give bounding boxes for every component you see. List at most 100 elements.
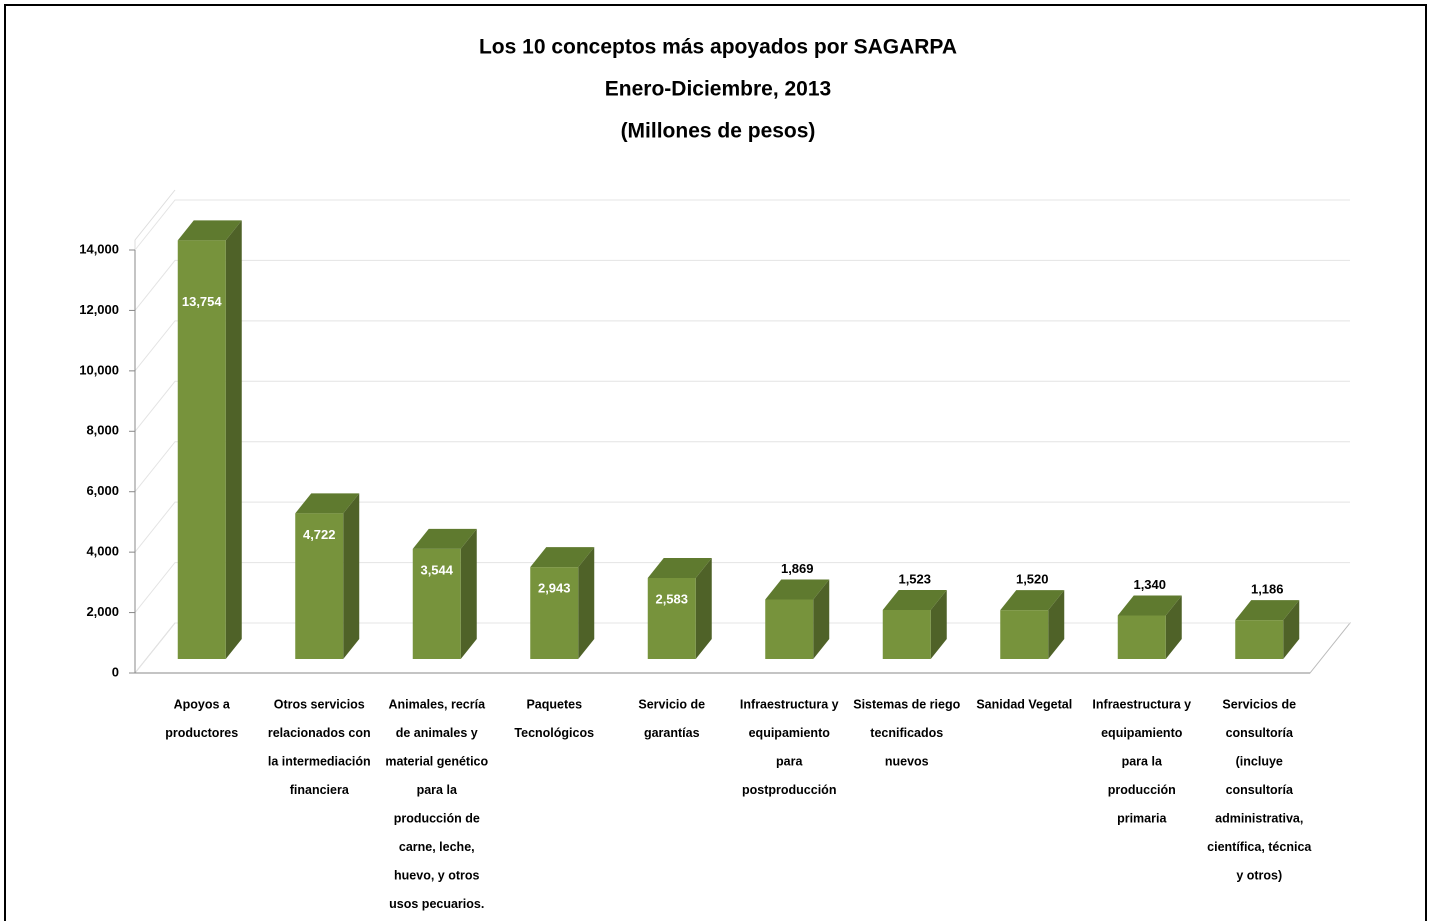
bar-side: [1165, 595, 1182, 659]
x-tick-label: administrativa,: [1215, 811, 1303, 825]
value-label: 3,544: [420, 562, 453, 577]
x-tick-label: carne, leche,: [399, 840, 475, 854]
bar: [765, 579, 830, 659]
bar-front: [765, 599, 814, 659]
x-tick-label: científica, técnica: [1207, 840, 1312, 854]
grid-line: [134, 380, 1350, 432]
bar-side: [578, 547, 595, 659]
bar-side: [813, 579, 830, 659]
grid-line: [134, 441, 1350, 493]
bar-front: [882, 609, 931, 659]
value-label: 1,186: [1251, 582, 1284, 597]
x-tick-label: de animales y: [396, 726, 478, 740]
x-tick-label: producción de: [394, 811, 480, 825]
bar: [882, 589, 947, 659]
x-tick-label: y otros): [1236, 868, 1282, 882]
x-tick-label: consultoría: [1226, 726, 1294, 740]
x-tick-label: Servicio de: [638, 697, 705, 711]
x-tick-label: Infraestructura y: [740, 697, 839, 711]
x-tick-label: financiera: [290, 783, 350, 797]
grid-line: [134, 562, 1350, 613]
grid-line: [134, 501, 1350, 553]
x-tick-label: relacionados con: [268, 726, 371, 740]
x-tick-label: garantías: [644, 726, 700, 740]
grid-line: [134, 199, 1350, 251]
bar-front: [1235, 620, 1284, 659]
x-tick-label: usos pecuarios.: [389, 897, 484, 911]
bar-top: [295, 493, 360, 514]
bar-side: [1048, 590, 1065, 659]
y-tick-label: 4,000: [86, 544, 119, 559]
value-label: 1,869: [781, 561, 814, 576]
frame: [4, 4, 1427, 921]
value-label: 4,722: [303, 527, 336, 542]
x-tick-label: consultoría: [1226, 783, 1294, 797]
x-tick-label: equipamiento: [749, 726, 831, 740]
grid-line: [134, 320, 1350, 372]
x-tick-label: equipamiento: [1101, 726, 1183, 740]
y-tick-label: 2,000: [86, 604, 119, 619]
bar-front: [412, 548, 461, 659]
bar-top: [882, 589, 947, 610]
x-tick-label: Apoyos a: [174, 697, 231, 711]
chart-subtitle: Enero-Diciembre, 2013: [605, 78, 831, 101]
y-tick-label: 6,000: [86, 483, 119, 498]
y-tick-label: 12,000: [79, 302, 119, 317]
bar-front: [1117, 615, 1166, 659]
value-label: 1,523: [898, 571, 931, 586]
y-tick-label: 10,000: [79, 362, 119, 377]
x-tick-label: para: [776, 754, 803, 768]
bar-side: [930, 589, 947, 659]
bar: [177, 220, 242, 659]
bar-top: [177, 220, 242, 241]
chart-subtitle: (Millones de pesos): [621, 120, 816, 143]
bar-side: [343, 493, 360, 659]
bar-front: [647, 577, 696, 659]
bar-front: [1000, 610, 1049, 659]
x-tick-label: Paquetes: [526, 697, 582, 711]
bar: [1235, 600, 1300, 659]
x-tick-label: (incluye: [1236, 754, 1283, 768]
x-tick-label: productores: [165, 726, 238, 740]
x-tick-label: Otros servicios: [274, 697, 365, 711]
bar: [647, 557, 712, 659]
y-tick-label: 8,000: [86, 423, 119, 438]
bar-side: [695, 557, 712, 659]
x-tick-label: Tecnológicos: [514, 726, 594, 740]
x-tick-label: material genético: [385, 754, 488, 768]
x-tick-label: Animales, recría: [388, 697, 486, 711]
bar-top: [1235, 600, 1300, 621]
value-label: 1,340: [1133, 577, 1166, 592]
x-tick-label: para la: [417, 783, 458, 797]
bar-side: [460, 528, 477, 659]
bar-side: [225, 220, 242, 659]
bar-top: [765, 579, 830, 600]
x-tick-label: Servicios de: [1222, 697, 1296, 711]
x-tick-label: la intermediación: [268, 754, 371, 768]
bar: [1117, 595, 1182, 659]
grid-line: [134, 259, 1350, 311]
x-tick-label: postproducción: [742, 783, 836, 797]
bar-top: [530, 547, 595, 568]
wall-edge: [134, 189, 176, 241]
x-tick-label: primaria: [1117, 811, 1167, 825]
value-label: 13,754: [182, 294, 223, 309]
x-tick-label: huevo, y otros: [394, 868, 479, 882]
bar-top: [412, 528, 477, 549]
value-label: 2,943: [538, 581, 571, 596]
y-tick-label: 0: [112, 664, 119, 679]
bar-side: [1283, 600, 1300, 659]
x-tick-label: nuevos: [885, 754, 929, 768]
x-tick-label: Infraestructura y: [1092, 697, 1191, 711]
bar: [1000, 590, 1065, 659]
x-tick-label: Sistemas de riego: [853, 697, 960, 711]
x-tick-label: producción: [1108, 783, 1176, 797]
bar: [530, 547, 595, 659]
bar-front: [177, 240, 226, 659]
bar: [412, 528, 477, 659]
x-tick-label: tecnificados: [870, 726, 943, 740]
value-label: 2,583: [655, 591, 688, 606]
grid-line: [134, 622, 1350, 674]
chart-title: Los 10 conceptos más apoyados por SAGARP…: [479, 36, 957, 59]
bar-top: [1117, 595, 1182, 616]
